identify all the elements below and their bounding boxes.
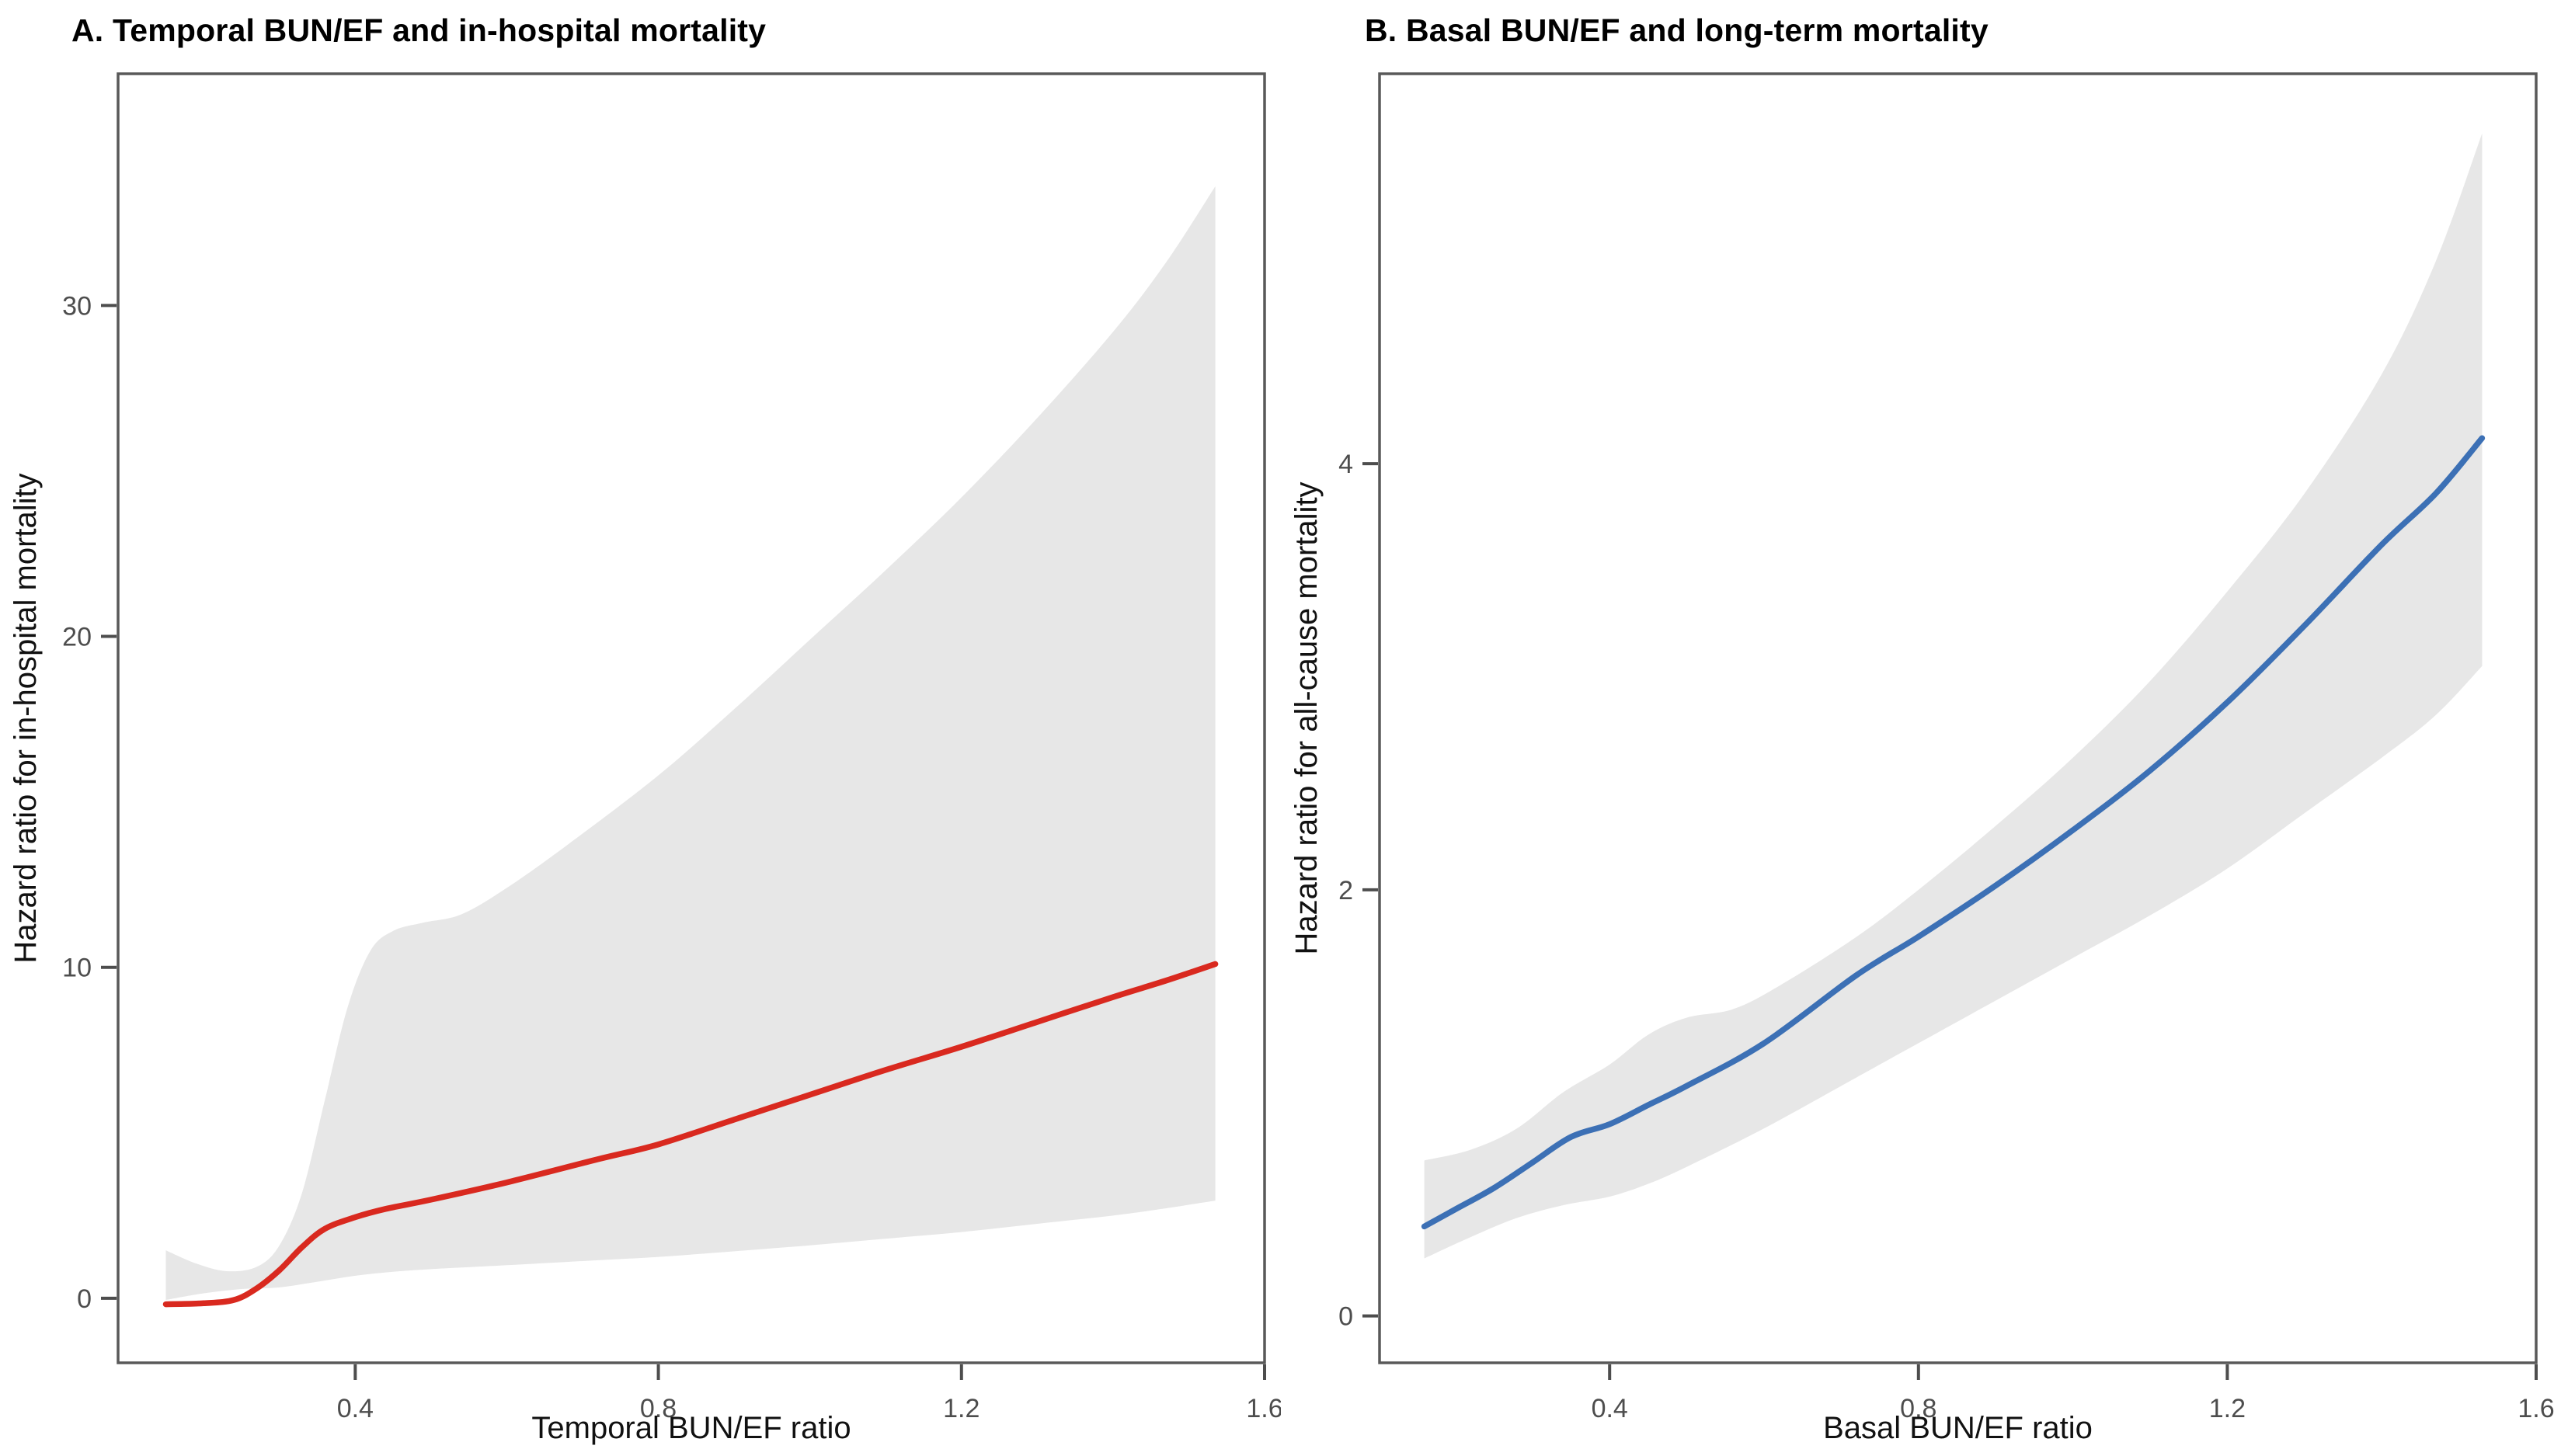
panel-b-y-axis-title: Hazard ratio for all-cause mortality <box>1289 481 1324 954</box>
chart-a-svg: 0.4 0.8 1.2 1.6 0 10 20 30 Temporal BUN/EF ratio… <box>9 72 1281 1445</box>
x-tick-label: 0.4 <box>1592 1394 1628 1423</box>
x-tick-label: 1.6 <box>2518 1394 2554 1423</box>
x-tick-label: 1.2 <box>943 1394 980 1423</box>
y-tick-label: 10 <box>62 954 92 983</box>
y-tick-label: 30 <box>62 291 92 321</box>
x-tick-label: 0.8 <box>1900 1394 1936 1423</box>
y-tick-label: 2 <box>1338 876 1353 905</box>
x-tick-label: 0.4 <box>337 1394 374 1423</box>
y-tick-label: 20 <box>62 623 92 652</box>
y-tick-label: 0 <box>1338 1302 1353 1332</box>
x-tick-label: 0.8 <box>640 1394 677 1423</box>
x-tick-label: 1.2 <box>2209 1394 2246 1423</box>
x-tick-label: 1.6 <box>1246 1394 1281 1423</box>
panel-a-panel-border <box>117 72 1266 1364</box>
panel-b-x-axis-title: Basal BUN/EF ratio <box>1823 1411 2093 1445</box>
panel-b-title: B. Basal BUN/EF and long-term mortality <box>1365 12 1989 48</box>
panel-a-y-axis-title: Hazard ratio for in-hospital mortality <box>9 473 43 963</box>
panel-b-confidence-band <box>1424 133 2483 1259</box>
y-tick-label: 0 <box>77 1284 92 1314</box>
y-tick-label: 4 <box>1338 450 1353 479</box>
panel-b-hazard-curve <box>1421 435 2486 1230</box>
panel-a-hazard-curve <box>162 961 1219 1308</box>
chart-b-svg: 0.4 0.8 1.2 1.6 0 2 4 Basal BUN/EF ratio Hazard … <box>1289 72 2555 1445</box>
panel-a-title: A. Temporal BUN/EF and in-hospital morta… <box>71 12 767 48</box>
panel-b-panel-border <box>1378 72 2538 1364</box>
panel-a-confidence-band <box>165 186 1216 1301</box>
panel-a-x-axis-title: Temporal BUN/EF ratio <box>531 1411 851 1445</box>
